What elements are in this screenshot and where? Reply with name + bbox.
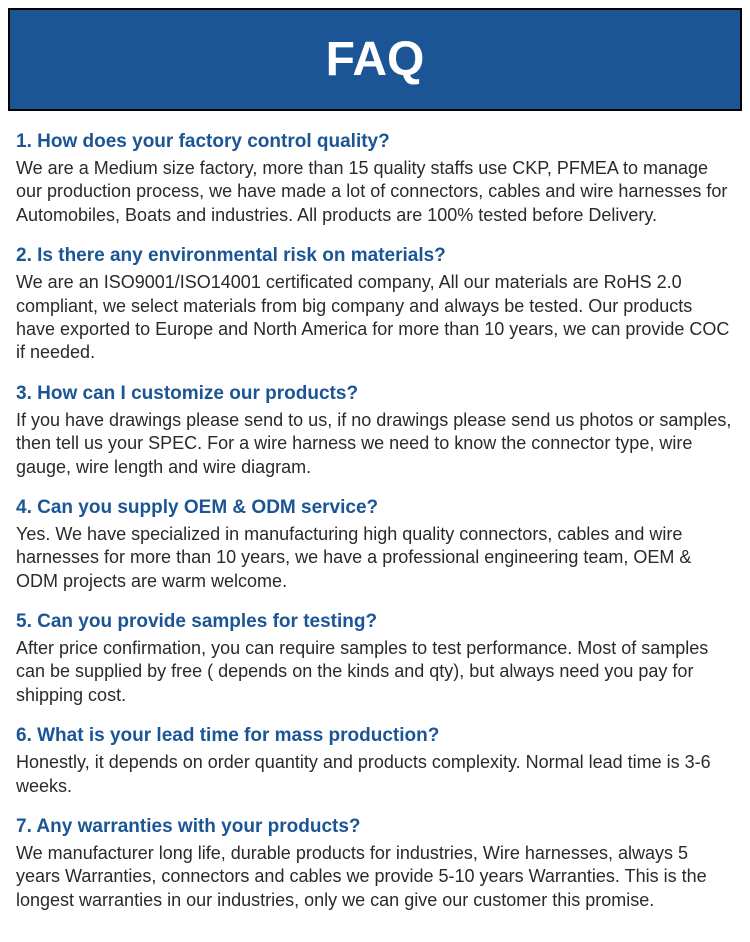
faq-item: 3. How can I customize our products? If … — [16, 383, 734, 479]
faq-question: 2. Is there any environmental risk on ma… — [16, 245, 734, 267]
faq-answer: We manufacturer long life, durable produ… — [16, 842, 734, 912]
faq-question: 4. Can you supply OEM & ODM service? — [16, 497, 734, 519]
faq-question: 1. How does your factory control quality… — [16, 131, 734, 153]
page-title: FAQ — [10, 32, 740, 87]
faq-answer: After price confirmation, you can requir… — [16, 637, 734, 707]
faq-answer: We are a Medium size factory, more than … — [16, 157, 734, 227]
faq-answer: We are an ISO9001/ISO14001 certificated … — [16, 271, 734, 365]
faq-item: 4. Can you supply OEM & ODM service? Yes… — [16, 497, 734, 593]
faq-item: 2. Is there any environmental risk on ma… — [16, 245, 734, 365]
faq-question: 3. How can I customize our products? — [16, 383, 734, 405]
faq-item: 7. Any warranties with your products? We… — [16, 816, 734, 912]
faq-answer: Honestly, it depends on order quantity a… — [16, 751, 734, 798]
faq-answer: Yes. We have specialized in manufacturin… — [16, 523, 734, 593]
faq-question: 6. What is your lead time for mass produ… — [16, 725, 734, 747]
faq-content: 1. How does your factory control quality… — [0, 119, 750, 942]
faq-item: 6. What is your lead time for mass produ… — [16, 725, 734, 798]
faq-header-banner: FAQ — [8, 8, 742, 111]
faq-answer: If you have drawings please send to us, … — [16, 409, 734, 479]
faq-question: 7. Any warranties with your products? — [16, 816, 734, 838]
faq-question: 5. Can you provide samples for testing? — [16, 611, 734, 633]
faq-item: 5. Can you provide samples for testing? … — [16, 611, 734, 707]
faq-item: 1. How does your factory control quality… — [16, 131, 734, 227]
